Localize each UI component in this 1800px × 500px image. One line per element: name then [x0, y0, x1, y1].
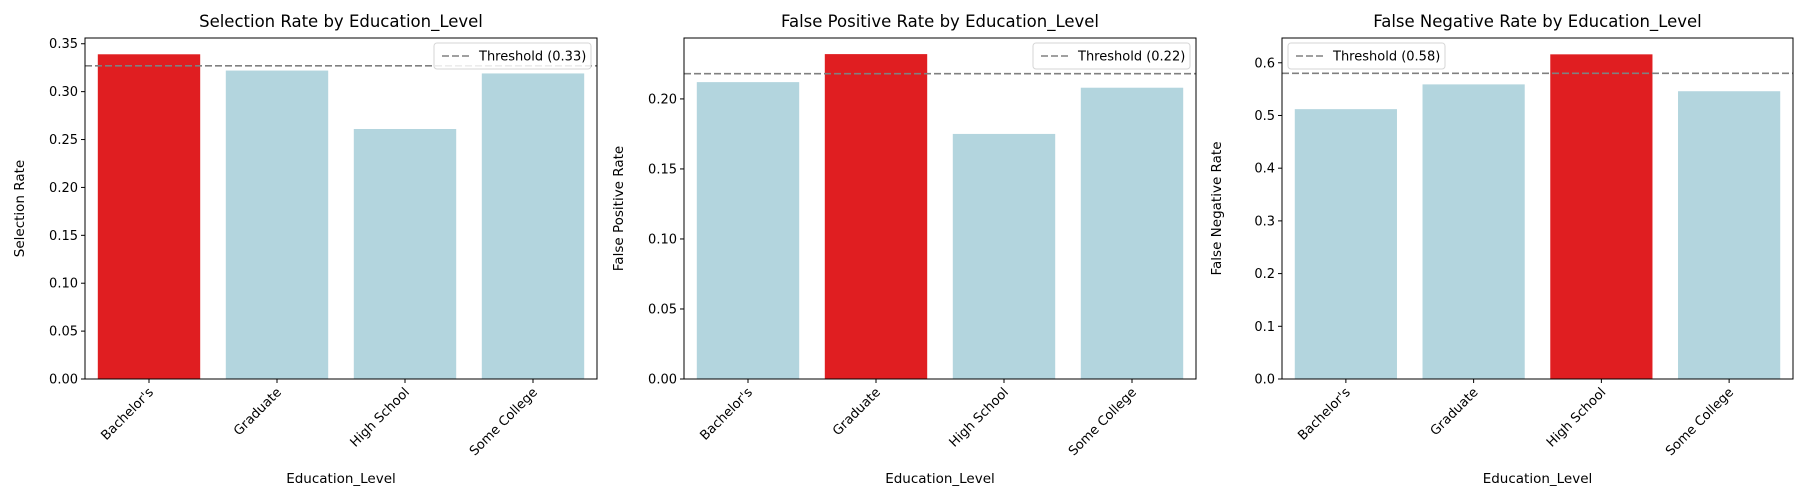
y-axis-label: Selection Rate	[12, 160, 28, 257]
x-tick-label: Graduate	[231, 385, 285, 439]
y-tick-label: 0.00	[648, 373, 677, 388]
y-tick-label: 0.00	[49, 373, 78, 388]
y-tick-label: 0.30	[49, 85, 78, 100]
y-tick-label: 0.35	[49, 37, 78, 52]
x-axis-label: Education_Level	[286, 471, 396, 487]
y-tick-label: 0.1	[1254, 320, 1275, 335]
y-tick-label: 0.25	[49, 133, 78, 148]
x-tick-label: Bachelor's	[98, 385, 157, 444]
bar-graduate	[225, 70, 329, 379]
x-tick-label: Graduate	[1428, 385, 1482, 439]
bar-some-college	[1080, 87, 1184, 380]
x-tick-label: Some College	[1663, 385, 1737, 459]
bar-high-school	[353, 128, 457, 379]
bar-bachelor-s	[696, 82, 800, 379]
plot-frame	[683, 37, 1197, 380]
y-tick-label: 0.4	[1254, 162, 1275, 177]
legend-label: Threshold (0.58)	[1332, 50, 1440, 65]
legend-label: Threshold (0.22)	[1077, 50, 1185, 65]
y-tick-label: 0.0	[1254, 373, 1275, 388]
chart-panel-1: Selection Rate by Education_Level 0.00 0.0…	[12, 12, 598, 487]
x-tick-label: Graduate	[830, 385, 884, 439]
plot-frame	[1281, 37, 1794, 380]
y-tick-label: 0.10	[49, 277, 78, 292]
y-tick-label: 0.2	[1254, 267, 1275, 282]
y-tick-label: 0.20	[648, 92, 677, 107]
bar-bachelor-s	[97, 54, 201, 380]
chart-panel-3: False Negative Rate by Education_Level 0.…	[1209, 12, 1794, 487]
legend-box	[1287, 42, 1446, 70]
bar-some-college	[1678, 91, 1781, 379]
x-axis-label: Education_Level	[1483, 471, 1593, 487]
bar-graduate	[824, 54, 928, 379]
bar-high-school	[952, 133, 1056, 379]
y-tick-label: 0.15	[49, 229, 78, 244]
y-tick-label: 0.6	[1254, 56, 1275, 71]
x-tick-label: Bachelor's	[1295, 385, 1354, 444]
y-axis-label: False Positive Rate	[611, 146, 627, 271]
x-tick-label: High School	[1544, 385, 1609, 450]
x-axis-label: Education_Level	[885, 471, 995, 487]
legend: Threshold (0.33)	[433, 42, 592, 70]
legend: Threshold (0.22)	[1032, 42, 1191, 70]
bar-high-school	[1550, 54, 1653, 379]
y-tick-label: 0.05	[49, 325, 78, 340]
y-axis-label: False Negative Rate	[1209, 141, 1225, 275]
legend: Threshold (0.58)	[1287, 42, 1446, 70]
chart-title: False Positive Rate by Education_Level	[781, 12, 1099, 32]
bar-bachelor-s	[1294, 109, 1397, 380]
chart-title: Selection Rate by Education_Level	[199, 12, 483, 32]
legend-label: Threshold (0.33)	[478, 50, 586, 65]
x-tick-label: High School	[947, 385, 1012, 450]
y-tick-label: 0.5	[1254, 109, 1275, 124]
x-tick-label: Some College	[467, 385, 541, 459]
x-tick-label: Bachelor's	[697, 385, 756, 444]
y-tick-label: 0.3	[1254, 214, 1275, 229]
legend-box	[433, 42, 592, 70]
x-tick-label: Some College	[1066, 385, 1140, 459]
chart-panel-2: False Positive Rate by Education_Level 0.…	[611, 12, 1197, 487]
y-tick-label: 0.20	[49, 181, 78, 196]
bar-graduate	[1422, 84, 1525, 379]
y-tick-label: 0.10	[648, 232, 677, 247]
y-tick-label: 0.05	[648, 302, 677, 317]
bar-some-college	[481, 73, 585, 379]
chart-title: False Negative Rate by Education_Level	[1373, 12, 1701, 32]
x-tick-label: High School	[348, 385, 413, 450]
legend-box	[1032, 42, 1191, 70]
y-tick-label: 0.15	[648, 162, 677, 177]
plot-frame	[84, 37, 598, 380]
